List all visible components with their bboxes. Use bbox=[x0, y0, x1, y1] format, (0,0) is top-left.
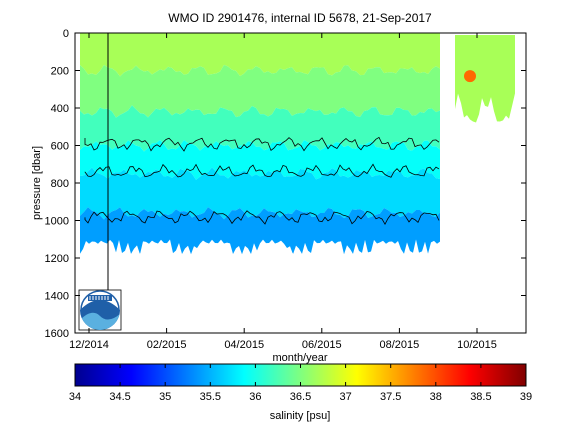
late-profile-patch bbox=[455, 33, 515, 123]
x-axis: 12/2014 02/2015 04/2015 06/2015 08/2015 10/20… bbox=[69, 33, 497, 351]
colorbar-tick-label: 36 bbox=[249, 391, 261, 403]
salinity-layer bbox=[80, 33, 440, 77]
y-tick-label: 1000 bbox=[45, 216, 69, 228]
x-tick-label: 08/2015 bbox=[380, 339, 420, 351]
y-axis: 0 200 400 600 800 1000 1200 1400 1600 bbox=[45, 28, 526, 340]
y-tick-label: 800 bbox=[51, 178, 69, 190]
salinity-layer bbox=[80, 64, 440, 118]
colorbar-tick-label: 34 bbox=[69, 391, 81, 403]
noaa-logo bbox=[78, 289, 122, 331]
salinity-layer bbox=[80, 167, 440, 220]
colorbar-tick-label: 35.5 bbox=[200, 391, 221, 403]
y-tick-label: 0 bbox=[63, 28, 69, 40]
colorbar-tick-label: 37.5 bbox=[380, 391, 401, 403]
y-tick-label: 200 bbox=[51, 66, 69, 78]
colorbar-tick-label: 36.5 bbox=[290, 391, 311, 403]
colorbar-tick-label: 35 bbox=[159, 391, 171, 403]
colorbar-tick-label: 39 bbox=[520, 391, 532, 403]
chart-title: WMO ID 2901476, internal ID 5678, 21-Sep… bbox=[168, 11, 432, 25]
no-data-region bbox=[80, 33, 526, 333]
x-tick-label: 10/2015 bbox=[457, 339, 497, 351]
x-axis-label: month/year bbox=[272, 352, 327, 364]
salinity-field bbox=[80, 33, 440, 265]
x-tick-label: 04/2015 bbox=[224, 339, 264, 351]
x-tick-label: 02/2015 bbox=[147, 339, 187, 351]
colorbar-tick-label: 38.5 bbox=[470, 391, 491, 403]
y-tick-label: 1600 bbox=[45, 328, 69, 340]
contour-lines bbox=[84, 136, 440, 226]
y-tick-label: 1400 bbox=[45, 291, 69, 303]
colorbar-tick-label: 37 bbox=[339, 391, 351, 403]
salinity-layer bbox=[80, 105, 440, 152]
contour-line bbox=[84, 163, 440, 178]
colorbar-tick-label: 34.5 bbox=[109, 391, 130, 403]
y-tick-label: 400 bbox=[51, 103, 69, 115]
colorbar-ticks: 34 34.5 35 35.5 36 36.5 37 37.5 38 38.5 39 bbox=[69, 364, 532, 403]
contour-line bbox=[84, 210, 440, 226]
x-tick-label: 12/2014 bbox=[69, 339, 109, 351]
y-tick-label: 1200 bbox=[45, 253, 69, 265]
y-axis-label: pressure [dbar] bbox=[31, 146, 43, 220]
contour-line bbox=[84, 136, 440, 152]
y-tick-label: 600 bbox=[51, 141, 69, 153]
x-tick-label: 06/2015 bbox=[302, 339, 342, 351]
colorbar-label: salinity [psu] bbox=[270, 410, 331, 422]
colorbar-tick-label: 38 bbox=[430, 391, 442, 403]
